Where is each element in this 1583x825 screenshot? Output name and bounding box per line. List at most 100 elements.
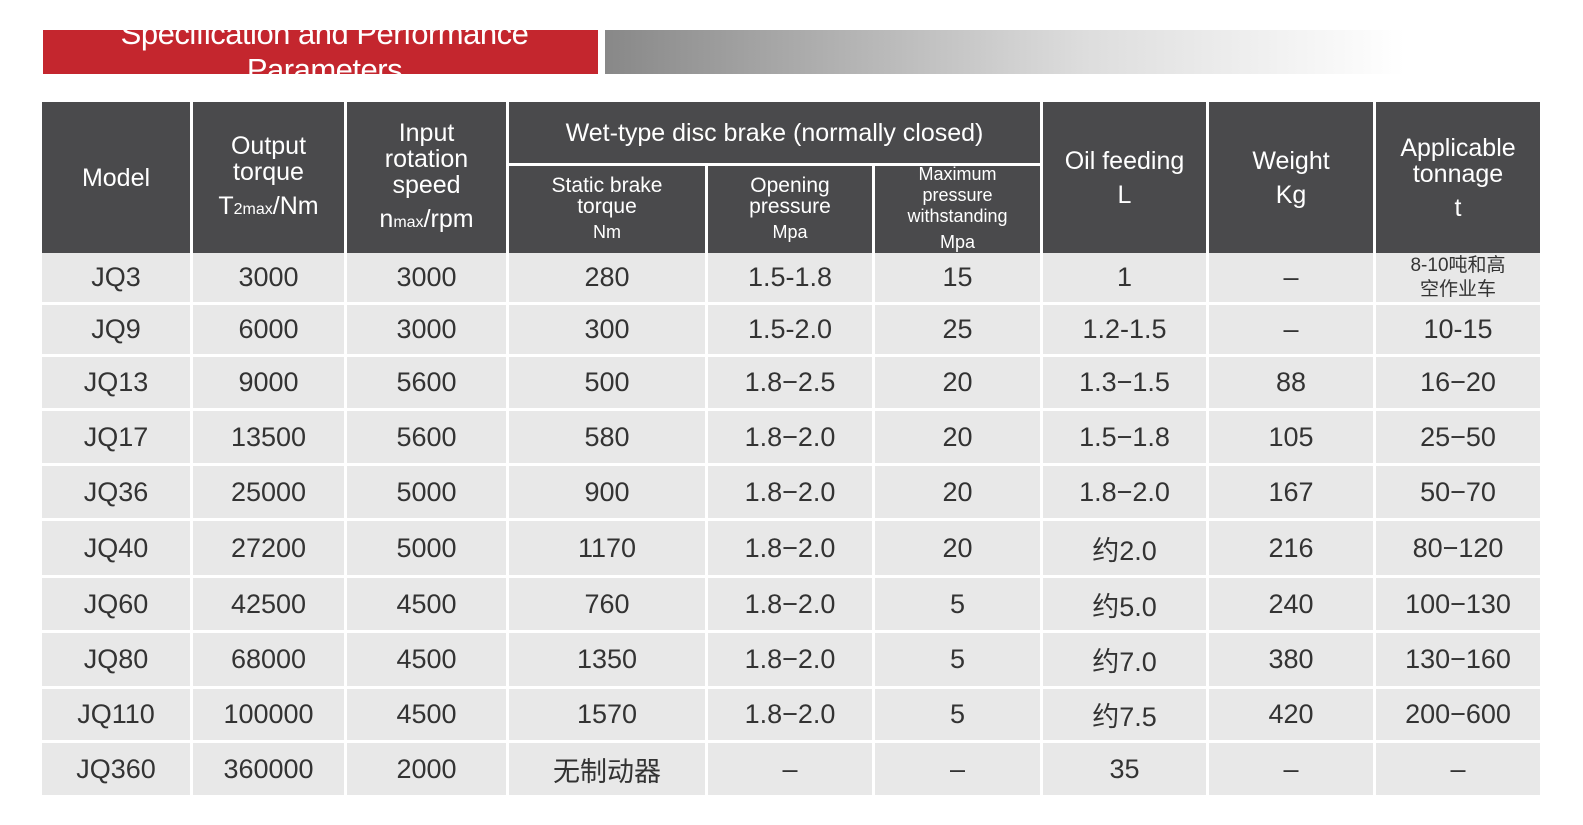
unit-part: /rpm [423, 204, 474, 233]
column-header: Oil feeding L [1043, 102, 1209, 253]
table-cell: 1.8−2.0 [708, 521, 875, 578]
header-label: Oil feeding [1064, 146, 1185, 175]
table-cell: 5600 [347, 357, 509, 411]
table-cell: 1.5-1.8 [708, 253, 875, 305]
table-cell: – [875, 743, 1043, 798]
table-cell: 1.5-2.0 [708, 305, 875, 357]
header-label: Weight [1252, 146, 1330, 175]
table-cell: 5 [875, 578, 1043, 633]
header-unit: T2max/Nm [218, 193, 318, 223]
table-cell: 1.8−2.5 [708, 357, 875, 411]
column-header: Static brake torque Nm [509, 166, 708, 253]
table-cell: 5600 [347, 411, 509, 466]
table-cell: JQ13 [42, 357, 193, 411]
table-cell: 25−50 [1376, 411, 1543, 466]
table-cell: 4500 [347, 633, 509, 689]
table-cell: 500 [509, 357, 708, 411]
table-cell: 5 [875, 633, 1043, 689]
table-cell: 4500 [347, 578, 509, 633]
header-unit: t [1454, 193, 1462, 222]
table-cell: 20 [875, 521, 1043, 578]
header-label: Input rotation speed [384, 118, 469, 199]
table-cell: 3000 [347, 305, 509, 357]
table-cell: 3000 [347, 253, 509, 305]
table-cell: 216 [1209, 521, 1376, 578]
table-cell: 25000 [193, 466, 347, 521]
column-header: Weight Kg [1209, 102, 1376, 253]
header-unit: Mpa [772, 221, 808, 242]
table-cell: 27200 [193, 521, 347, 578]
group-header: Wet-type disc brake (normally closed) [509, 102, 1043, 166]
table-cell: 6000 [193, 305, 347, 357]
table-cell: – [1209, 743, 1376, 798]
table-cell: 约7.5 [1043, 689, 1209, 743]
table-cell: 35 [1043, 743, 1209, 798]
table-cell: 9000 [193, 357, 347, 411]
unit-part: /Nm [272, 191, 319, 220]
table-cell: 13500 [193, 411, 347, 466]
table-cell: 42500 [193, 578, 347, 633]
table-cell: 1.5−1.8 [1043, 411, 1209, 466]
table-cell: 1350 [509, 633, 708, 689]
table-cell: – [1209, 253, 1376, 305]
table-cell: 16−20 [1376, 357, 1543, 411]
table-cell: 约5.0 [1043, 578, 1209, 633]
title-bar [605, 30, 1405, 74]
column-header: Input rotation speed nmax/rpm [347, 102, 509, 253]
unit-part: 2max [233, 200, 273, 218]
table-cell: JQ110 [42, 689, 193, 743]
table-cell: 420 [1209, 689, 1376, 743]
table-cell: 5000 [347, 521, 509, 578]
table-cell: 50−70 [1376, 466, 1543, 521]
table-cell: 约2.0 [1043, 521, 1209, 578]
table-cell: 5 [875, 689, 1043, 743]
table-cell: 2000 [347, 743, 509, 798]
table-cell: 1.8−2.0 [708, 411, 875, 466]
table-cell: – [1209, 305, 1376, 357]
table-cell: – [1376, 743, 1543, 798]
table-cell: 20 [875, 357, 1043, 411]
table-cell: 1 [1043, 253, 1209, 305]
unit-part: n [379, 204, 394, 233]
table-cell: 88 [1209, 357, 1376, 411]
table-cell: 240 [1209, 578, 1376, 633]
table-cell: 1.8−2.0 [708, 633, 875, 689]
header-label: Applicable tonnage [1400, 133, 1516, 188]
table-cell: JQ40 [42, 521, 193, 578]
table-cell: 15 [875, 253, 1043, 305]
table-cell: 1.8−2.0 [1043, 466, 1209, 521]
table-cell: 100000 [193, 689, 347, 743]
table-cell: – [708, 743, 875, 798]
unit-part: T [218, 191, 234, 220]
table-cell: JQ9 [42, 305, 193, 357]
table-cell: 380 [1209, 633, 1376, 689]
table-cell: 130−160 [1376, 633, 1543, 689]
table-cell: 20 [875, 466, 1043, 521]
header-unit: Nm [593, 221, 621, 242]
table-cell: 4500 [347, 689, 509, 743]
table-cell: 8-10吨和高空作业车 [1376, 253, 1543, 305]
table-cell: 3000 [193, 253, 347, 305]
header-unit: Kg [1275, 180, 1307, 209]
table-cell: JQ60 [42, 578, 193, 633]
column-header: Maximum pressure withstanding Mpa [875, 164, 1043, 253]
table-cell: 360000 [193, 743, 347, 798]
table-cell: 200−600 [1376, 689, 1543, 743]
header-unit: nmax/rpm [379, 206, 473, 236]
table-cell: JQ36 [42, 466, 193, 521]
table-cell: 约7.0 [1043, 633, 1209, 689]
header-label: Static brake torque [551, 173, 663, 218]
header-label: Model [81, 163, 151, 192]
header-unit: Mpa [939, 232, 975, 252]
header-label: Maximum pressure withstanding [907, 164, 1008, 226]
table-cell: 1.2-1.5 [1043, 305, 1209, 357]
table-cell: JQ17 [42, 411, 193, 466]
table-cell: 5000 [347, 466, 509, 521]
table-cell: 1.3−1.5 [1043, 357, 1209, 411]
table-cell: 167 [1209, 466, 1376, 521]
column-header: Opening pressure Mpa [708, 166, 875, 253]
header-label: Output torque [230, 131, 307, 186]
table-cell: 1.8−2.0 [708, 466, 875, 521]
unit-part: max [393, 213, 424, 231]
